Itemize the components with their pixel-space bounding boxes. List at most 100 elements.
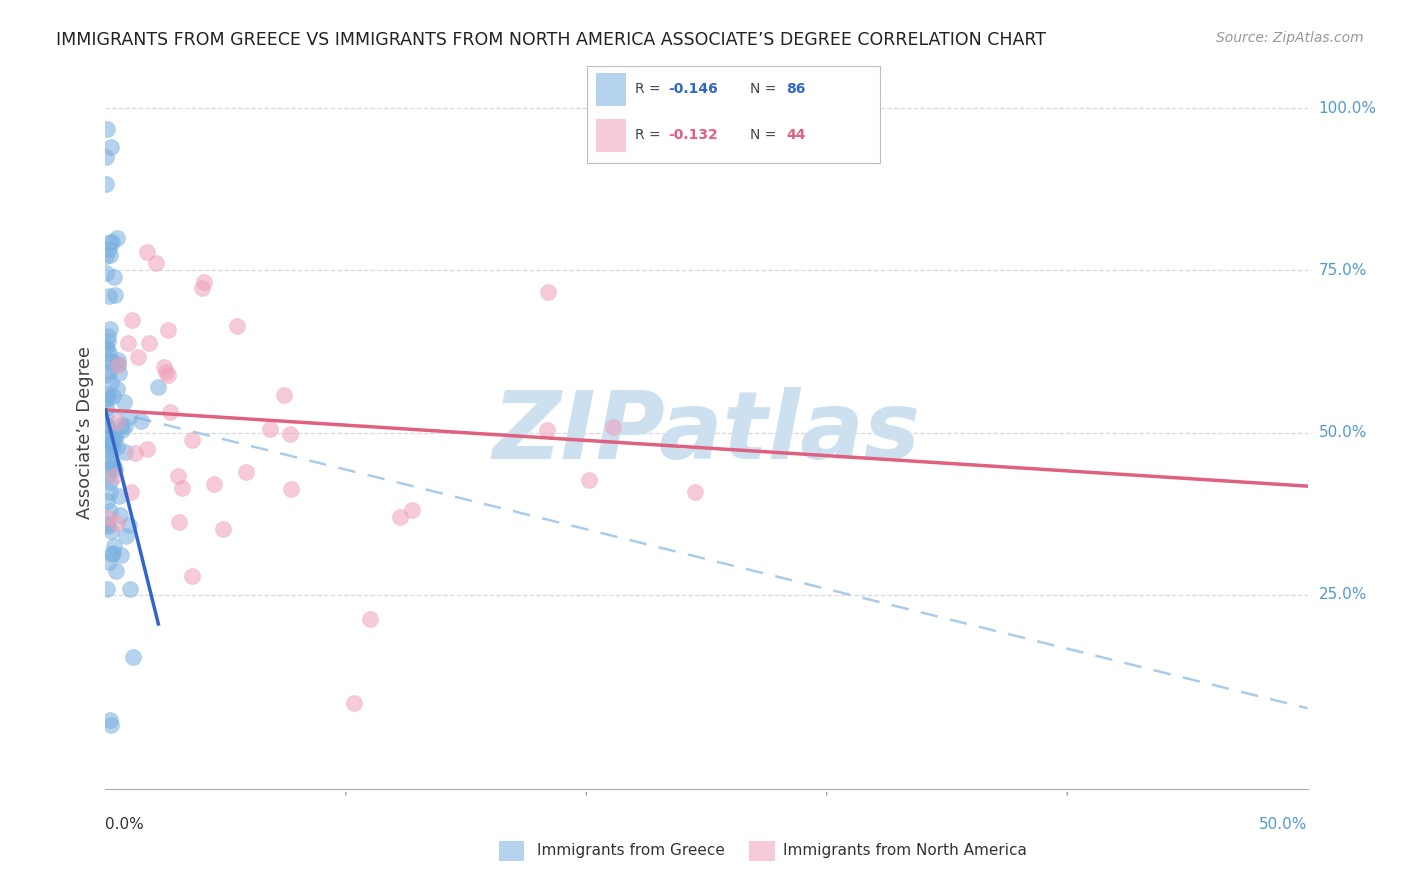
- Point: [117, 336, 139, 351]
- Text: -0.146: -0.146: [668, 81, 718, 95]
- Point: [96, 401, 118, 415]
- Point: [98, 713, 121, 727]
- Point: [537, 285, 560, 300]
- Text: N =: N =: [749, 81, 780, 95]
- Point: [101, 439, 124, 453]
- Point: [97, 364, 120, 378]
- Text: R =: R =: [636, 81, 665, 95]
- Text: 25.0%: 25.0%: [1319, 587, 1367, 602]
- Point: [157, 323, 180, 337]
- Point: [104, 432, 127, 446]
- Text: 100.0%: 100.0%: [1319, 101, 1376, 116]
- Point: [97, 346, 120, 360]
- Point: [96, 266, 118, 280]
- Point: [359, 612, 381, 626]
- Point: [98, 321, 121, 335]
- Text: 50.0%: 50.0%: [1319, 425, 1367, 440]
- Bar: [596, 119, 626, 152]
- Text: ZIPatlas: ZIPatlas: [492, 386, 921, 479]
- Point: [156, 368, 179, 382]
- Point: [100, 235, 122, 249]
- Point: [108, 490, 131, 504]
- Point: [97, 442, 120, 457]
- Text: Immigrants from North America: Immigrants from North America: [783, 843, 1026, 857]
- Point: [98, 475, 121, 489]
- Point: [135, 244, 157, 259]
- Point: [100, 717, 122, 731]
- Point: [148, 379, 170, 393]
- Point: [107, 516, 129, 531]
- Point: [101, 235, 124, 249]
- Point: [96, 469, 118, 483]
- Point: [96, 494, 118, 508]
- Point: [97, 392, 120, 407]
- Point: [104, 288, 127, 302]
- Point: [273, 388, 295, 402]
- Point: [135, 442, 157, 457]
- Text: 86: 86: [786, 81, 806, 95]
- Point: [169, 515, 191, 529]
- Point: [155, 365, 177, 379]
- Point: [96, 418, 118, 433]
- Point: [181, 569, 204, 583]
- Text: 0.0%: 0.0%: [105, 817, 145, 832]
- Point: [389, 510, 412, 524]
- Point: [104, 462, 127, 476]
- Point: [97, 242, 120, 256]
- Point: [115, 529, 138, 543]
- Point: [127, 350, 149, 364]
- Point: [101, 389, 124, 403]
- Point: [118, 518, 141, 533]
- Point: [578, 473, 600, 487]
- Point: [170, 481, 193, 495]
- Point: [202, 477, 225, 491]
- Text: Immigrants from Greece: Immigrants from Greece: [537, 843, 725, 857]
- Point: [111, 423, 134, 437]
- Point: [101, 458, 124, 472]
- Point: [105, 440, 128, 454]
- Point: [96, 582, 118, 597]
- Point: [110, 548, 132, 562]
- Point: [145, 256, 167, 270]
- Point: [96, 249, 118, 263]
- Point: [104, 564, 127, 578]
- Point: [211, 522, 233, 536]
- Point: [96, 441, 118, 455]
- Point: [96, 419, 118, 434]
- Text: 50.0%: 50.0%: [1260, 817, 1308, 832]
- Point: [343, 696, 366, 710]
- Point: [100, 524, 122, 539]
- Point: [101, 355, 124, 369]
- Point: [96, 392, 118, 406]
- Point: [97, 519, 120, 533]
- Point: [98, 436, 121, 450]
- Point: [118, 409, 141, 424]
- Point: [602, 420, 624, 434]
- Point: [105, 382, 128, 396]
- Point: [98, 429, 121, 443]
- Point: [103, 468, 125, 483]
- Point: [97, 511, 120, 525]
- Point: [121, 313, 143, 327]
- Point: [107, 353, 129, 368]
- Point: [114, 418, 136, 433]
- Point: [120, 485, 142, 500]
- Point: [97, 555, 120, 569]
- Point: [235, 465, 257, 479]
- Point: [112, 395, 135, 409]
- Point: [190, 281, 212, 295]
- Point: [96, 454, 118, 468]
- Bar: [596, 73, 626, 105]
- Point: [96, 122, 118, 136]
- Point: [152, 360, 174, 375]
- Point: [683, 484, 706, 499]
- Text: 75.0%: 75.0%: [1319, 263, 1367, 278]
- Point: [101, 433, 124, 447]
- Point: [108, 508, 131, 523]
- Point: [226, 319, 249, 334]
- Point: [100, 376, 122, 390]
- Point: [259, 422, 281, 436]
- Point: [98, 504, 121, 518]
- Point: [96, 409, 118, 423]
- Point: [97, 334, 120, 348]
